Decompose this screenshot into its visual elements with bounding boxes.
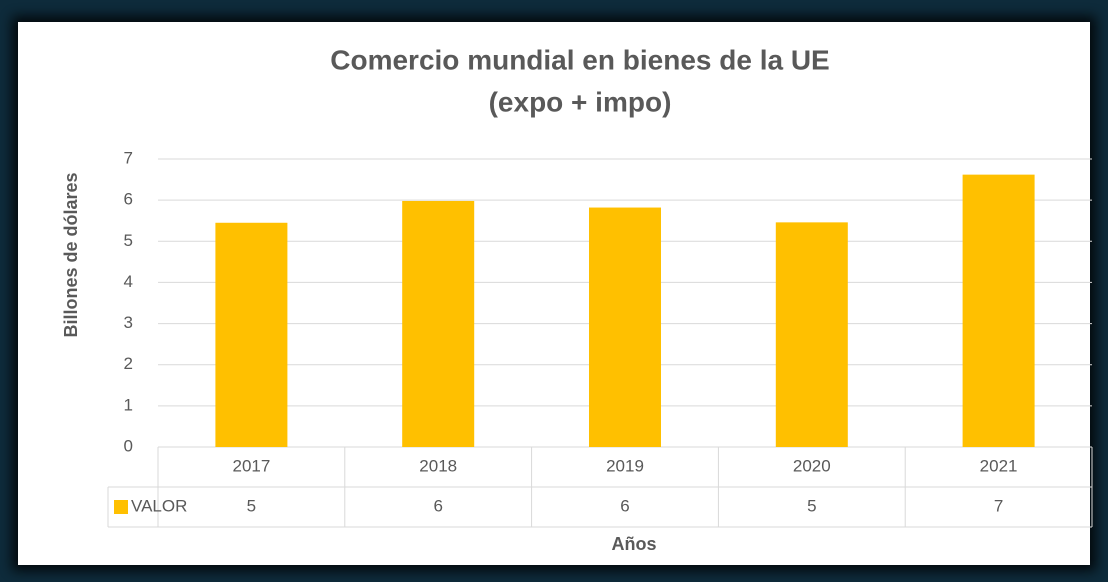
data-table-value: 6	[433, 496, 442, 515]
chart-title: Comercio mundial en bienes de la UE	[330, 44, 829, 75]
data-table-value: 5	[247, 496, 256, 515]
legend-label: VALOR	[131, 496, 187, 515]
y-tick-label: 4	[124, 272, 133, 291]
legend-swatch	[114, 500, 128, 514]
x-axis-label: Años	[612, 534, 657, 554]
bar	[962, 174, 1035, 448]
data-table-value: 6	[620, 496, 629, 515]
chart-title: (expo + impo)	[489, 86, 672, 117]
y-tick-label: 3	[124, 313, 133, 332]
x-tick-label: 2020	[793, 456, 831, 475]
x-tick-label: 2021	[980, 456, 1018, 475]
x-tick-label: 2017	[232, 456, 270, 475]
data-table-value: 5	[807, 496, 816, 515]
y-tick-label: 0	[124, 436, 133, 455]
y-tick-label: 7	[124, 148, 133, 167]
bar	[402, 200, 475, 447]
bar	[589, 207, 661, 447]
x-tick-label: 2019	[606, 456, 644, 475]
y-tick-label: 5	[124, 231, 133, 250]
y-axis-label: Billones de dólares	[61, 172, 81, 337]
data-table-value: 7	[994, 496, 1003, 515]
x-tick-label: 2018	[419, 456, 457, 475]
y-tick-label: 6	[124, 190, 133, 209]
bar	[775, 222, 848, 447]
panel	[18, 22, 1090, 565]
bar	[215, 222, 288, 447]
y-tick-label: 2	[124, 354, 133, 373]
y-tick-label: 1	[124, 395, 133, 414]
